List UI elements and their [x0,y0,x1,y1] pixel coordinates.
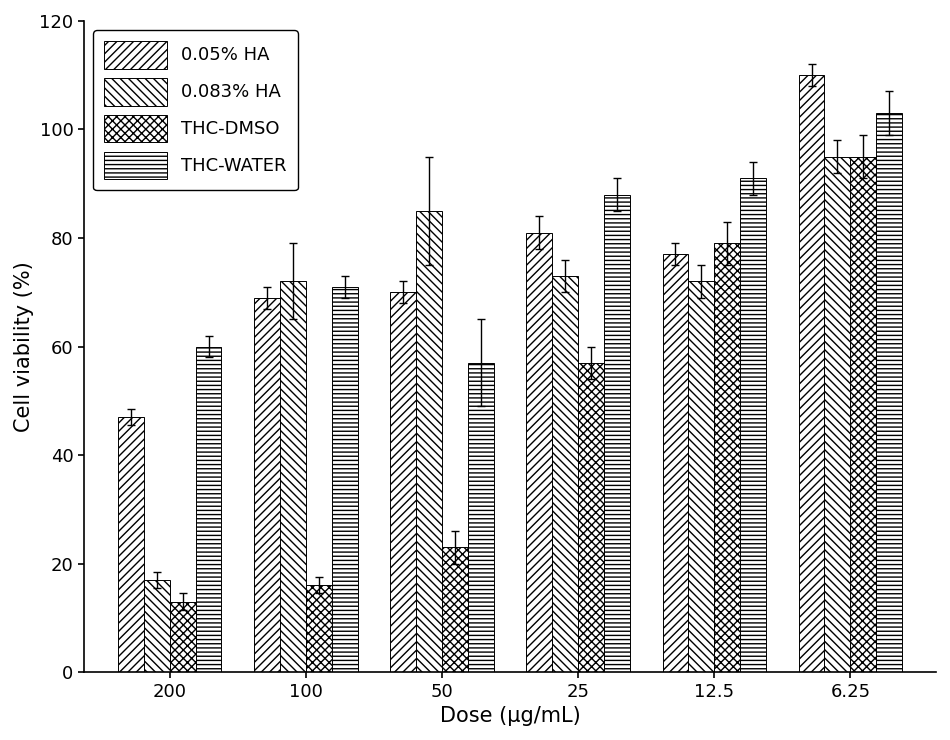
Bar [799,75,825,672]
Bar [579,363,604,672]
Y-axis label: Cell viability (%): Cell viability (%) [14,261,34,432]
Bar [255,297,280,672]
Legend: 0.05% HA, 0.083% HA, THC-DMSO, THC-WATER: 0.05% HA, 0.083% HA, THC-DMSO, THC-WATER [93,30,297,190]
Bar [306,585,332,672]
Bar [332,287,357,672]
Bar [850,157,876,672]
Bar [662,255,689,672]
X-axis label: Dose (μg/mL): Dose (μg/mL) [440,706,580,726]
Bar [416,211,442,672]
Bar [390,292,416,672]
Bar [170,602,196,672]
Bar [196,346,221,672]
Bar [689,281,714,672]
Bar [143,580,170,672]
Bar [552,276,579,672]
Bar [280,281,306,672]
Bar [467,363,494,672]
Bar [118,417,143,672]
Bar [714,243,740,672]
Bar [442,548,467,672]
Bar [604,195,630,672]
Bar [876,113,902,672]
Bar [526,232,552,672]
Bar [740,178,766,672]
Bar [825,157,850,672]
